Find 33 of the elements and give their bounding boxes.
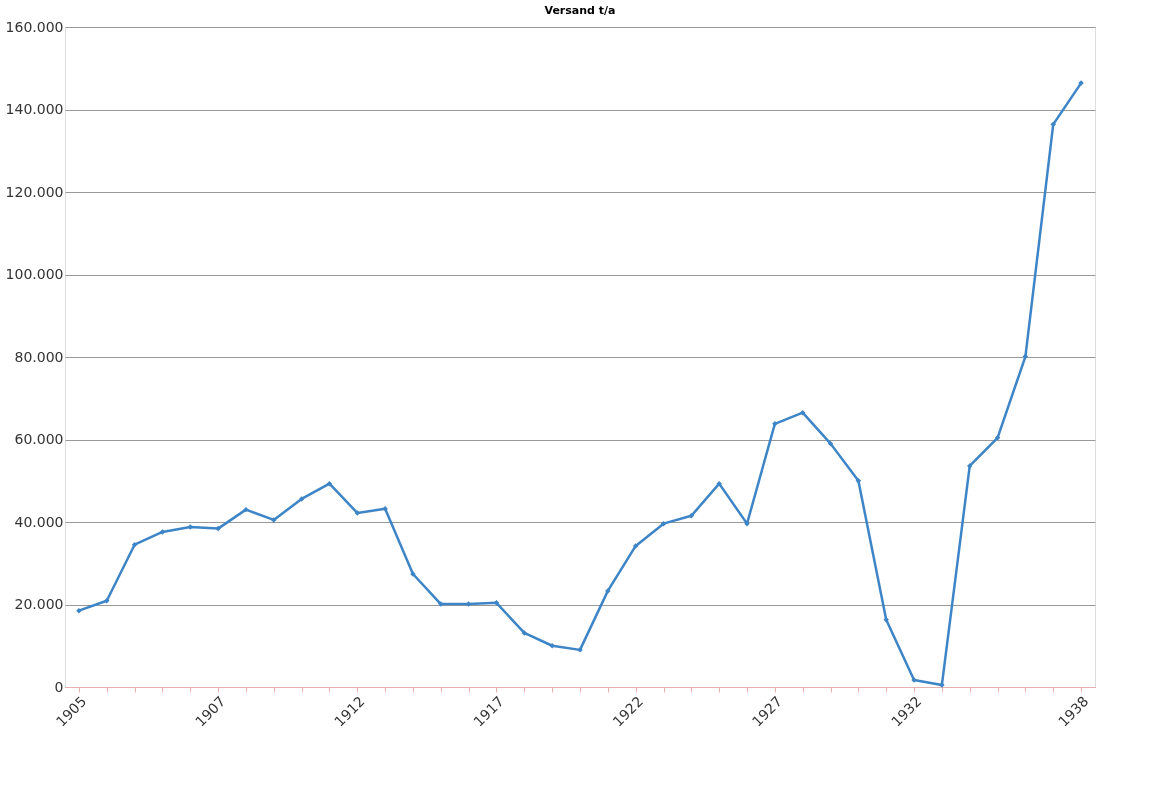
point: [632, 543, 639, 549]
y-tick-label: 40.000: [14, 513, 64, 530]
y-tick-label: 60.000: [14, 431, 64, 447]
y-tick-label: 0: [54, 678, 64, 695]
point: [855, 478, 862, 484]
point: [716, 480, 722, 487]
point: [883, 617, 889, 623]
point: [159, 529, 166, 535]
y-tick-label: 160.000: [5, 18, 64, 35]
point: [772, 421, 778, 427]
point: [104, 598, 110, 604]
y-tick-label: 140.000: [5, 101, 64, 117]
chart-title: Versand t/a: [544, 4, 616, 17]
point: [76, 607, 82, 614]
point: [605, 588, 611, 594]
point: [994, 435, 1001, 441]
y-tick-label: 120.000: [5, 183, 64, 200]
y-tick-label: 20.000: [14, 596, 64, 612]
point: [438, 601, 444, 607]
point: [131, 541, 138, 548]
point: [966, 463, 973, 469]
point: [493, 600, 500, 606]
point: [215, 525, 221, 532]
point: [271, 517, 277, 523]
point: [688, 513, 695, 519]
point: [799, 409, 806, 416]
point: [521, 630, 528, 636]
point: [298, 496, 305, 502]
y-tick-label: 80.000: [14, 348, 64, 365]
point: [549, 643, 555, 649]
point: [243, 506, 249, 513]
y-tick-label: 100.000: [5, 266, 64, 282]
point: [382, 506, 388, 512]
